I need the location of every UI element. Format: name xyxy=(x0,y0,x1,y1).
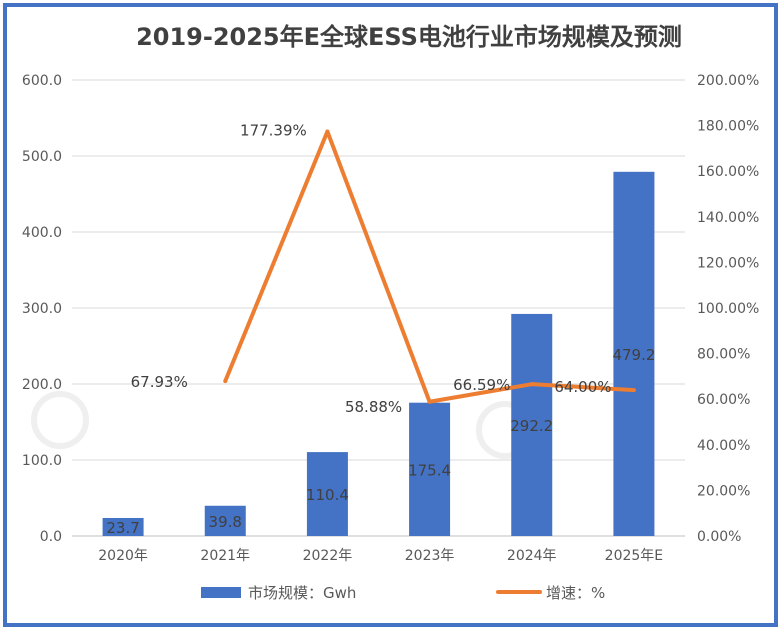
bar-data-label: 23.7 xyxy=(106,519,139,537)
x-tick-label: 2023年 xyxy=(405,548,455,564)
y-left-tick-label: 200.0 xyxy=(22,377,62,393)
line-data-label: 67.93% xyxy=(131,373,188,391)
legend-label-line: 增速：% xyxy=(546,584,605,602)
legend-label-bar: 市场规模：Gwh xyxy=(248,584,356,602)
bar xyxy=(102,517,144,536)
legend: 市场规模：Gwh 增速：% xyxy=(201,584,605,602)
y-right-tick-label: 160.00% xyxy=(697,164,759,180)
x-tick-label: 2024年 xyxy=(507,548,557,564)
bar xyxy=(204,505,246,536)
x-tick-label: 2022年 xyxy=(303,548,353,564)
y-right-tick-label: 140.00% xyxy=(697,210,759,226)
line-point xyxy=(325,129,330,134)
line-point xyxy=(631,388,636,393)
line-point xyxy=(529,382,534,387)
line-data-label: 64.00% xyxy=(554,378,611,396)
x-tick-label: 2020年 xyxy=(98,548,148,564)
y-right-tick-label: 100.00% xyxy=(697,301,759,317)
y-left-tick-label: 0.0 xyxy=(40,529,62,545)
x-tick-label: 2021年 xyxy=(200,548,250,564)
y-left-tick-label: 400.0 xyxy=(22,225,62,241)
bar-data-label: 175.4 xyxy=(408,461,451,479)
y-right-tick-label: 200.00% xyxy=(697,73,759,89)
y-right-tick-label: 20.00% xyxy=(697,483,750,499)
watermark-logo xyxy=(31,391,534,459)
legend-swatch-bar xyxy=(201,587,241,598)
bar-data-label: 39.8 xyxy=(209,513,242,531)
y-left-tick-label: 100.0 xyxy=(22,453,62,469)
y-left-tick-label: 300.0 xyxy=(22,301,62,317)
chart-title: 2019-2025年E全球ESS电池行业市场规模及预测 xyxy=(136,23,682,51)
line-data-label: 58.88% xyxy=(345,398,402,416)
growth-line xyxy=(223,129,635,404)
bar-data-label: 110.4 xyxy=(306,486,349,504)
bar xyxy=(409,402,451,536)
bar-data-label: 292.2 xyxy=(510,417,553,435)
y-right-tick-label: 0.00% xyxy=(697,529,741,545)
y-right-tick-label: 180.00% xyxy=(697,119,759,135)
x-tick-label: 2025年E xyxy=(605,548,663,564)
y-right-tick-label: 40.00% xyxy=(697,438,750,454)
y-left-tick-label: 600.0 xyxy=(22,73,62,89)
line-data-label: 177.39% xyxy=(240,122,307,140)
bar xyxy=(613,171,655,537)
y-right-tick-label: 80.00% xyxy=(697,347,750,363)
bar-data-label: 479.2 xyxy=(612,346,655,364)
bar xyxy=(511,313,553,536)
line-point xyxy=(223,379,228,384)
bar xyxy=(306,452,348,536)
line-data-label: 66.59% xyxy=(453,376,510,394)
y-right-tick-label: 120.00% xyxy=(697,255,759,271)
y-right-tick-label: 60.00% xyxy=(697,392,750,408)
y-left-tick-label: 500.0 xyxy=(22,149,62,165)
line-point xyxy=(427,399,432,404)
watermark-logo-icon xyxy=(31,391,89,449)
